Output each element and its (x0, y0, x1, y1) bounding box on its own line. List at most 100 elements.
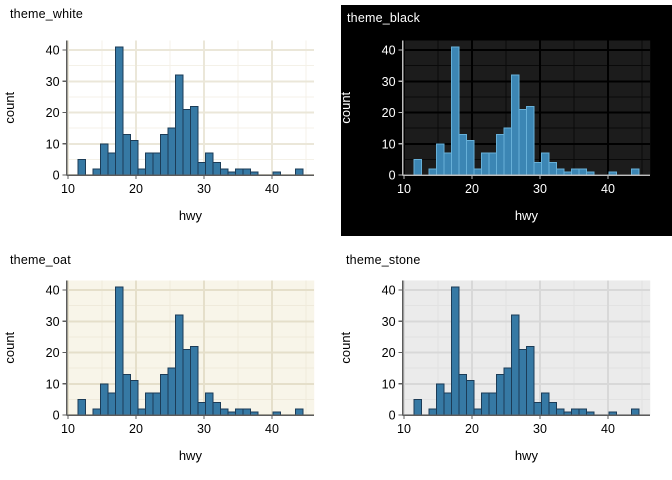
y-tick-label: 30 (382, 75, 396, 89)
bar (107, 152, 116, 176)
y-tick-label: 20 (46, 106, 60, 120)
bar (219, 408, 229, 416)
bar (548, 162, 557, 176)
bar (114, 46, 124, 176)
y-tick-label: 40 (382, 44, 396, 58)
y-tick-label: 20 (46, 346, 60, 360)
bar (465, 140, 475, 176)
bar (137, 408, 146, 416)
bar (443, 152, 452, 176)
bar (525, 105, 535, 176)
bar (107, 392, 116, 416)
bar (197, 162, 206, 176)
bar (294, 168, 304, 176)
bar (129, 140, 139, 176)
bar (488, 152, 497, 176)
bar (92, 168, 101, 176)
bar (182, 348, 191, 416)
bar (488, 392, 497, 416)
bar (174, 314, 184, 416)
y-tick-label: 20 (382, 106, 396, 120)
x-tick-label: 20 (465, 422, 479, 436)
x-tick-label: 30 (533, 422, 547, 436)
bar (458, 373, 467, 416)
bar (77, 158, 86, 176)
bar (137, 168, 146, 176)
bar (99, 143, 109, 176)
x-tick-label: 10 (397, 422, 411, 436)
bar (99, 383, 109, 416)
chart-title: theme_stone (346, 253, 421, 267)
bar (473, 168, 482, 176)
bar (234, 408, 244, 416)
bar (495, 133, 505, 176)
bar (294, 408, 304, 416)
bar (144, 152, 154, 176)
bar (533, 402, 542, 416)
bar (144, 392, 154, 416)
bar (443, 392, 452, 416)
bar (92, 408, 101, 416)
bar (122, 373, 131, 416)
bar (174, 74, 184, 176)
chart-title: theme_white (10, 7, 84, 21)
bar (189, 345, 199, 416)
bar (540, 392, 550, 416)
y-tick-label: 30 (46, 315, 60, 329)
tick-marks (62, 289, 273, 419)
x-tick-label: 30 (197, 182, 211, 196)
y-tick-label: 0 (53, 169, 60, 183)
bar (458, 133, 467, 176)
bar (189, 105, 199, 176)
bar (555, 408, 565, 416)
histogram-bars (413, 286, 640, 416)
y-tick-label: 10 (382, 137, 396, 151)
bar (518, 108, 527, 176)
axis-lines (65, 40, 315, 176)
bar (465, 380, 475, 416)
bar (570, 408, 580, 416)
bar (473, 408, 482, 416)
y-tick-label: 40 (382, 284, 396, 298)
quadrant-theme_stone: theme_stone 10 20 30 40 0 10 20 30 40 hwy count (336, 240, 672, 480)
quadrant-theme_oat: theme_oat 10 20 30 40 0 10 20 30 40 hwy count (0, 240, 336, 480)
y-axis-title: count (2, 331, 17, 363)
bar (578, 168, 587, 176)
bar (630, 408, 640, 416)
bar (129, 380, 139, 416)
bar (182, 108, 191, 176)
bar (555, 168, 565, 176)
bar (114, 286, 124, 416)
y-tick-label: 0 (389, 409, 396, 423)
bar (510, 74, 520, 176)
bar (413, 398, 422, 416)
quadrant-theme_white: theme_white 10 20 30 40 0 10 20 30 40 hwy count (0, 0, 336, 240)
bar (242, 168, 251, 176)
x-tick-label: 40 (601, 182, 615, 196)
bar (503, 367, 512, 416)
bar (450, 46, 460, 176)
x-tick-label: 40 (265, 182, 279, 196)
y-axis-title: count (338, 331, 353, 363)
tick-marks (398, 49, 609, 179)
bar (212, 162, 221, 176)
x-tick-label: 30 (533, 182, 547, 196)
axis-lines (401, 40, 651, 176)
bar (159, 133, 169, 176)
x-tick-label: 10 (397, 182, 411, 196)
bar (428, 168, 437, 176)
x-tick-label: 20 (129, 422, 143, 436)
bar (435, 383, 445, 416)
histogram-bars (77, 286, 304, 416)
y-tick-label: 30 (382, 315, 396, 329)
bar (435, 143, 445, 176)
y-tick-label: 40 (46, 284, 60, 298)
bar (578, 408, 587, 416)
